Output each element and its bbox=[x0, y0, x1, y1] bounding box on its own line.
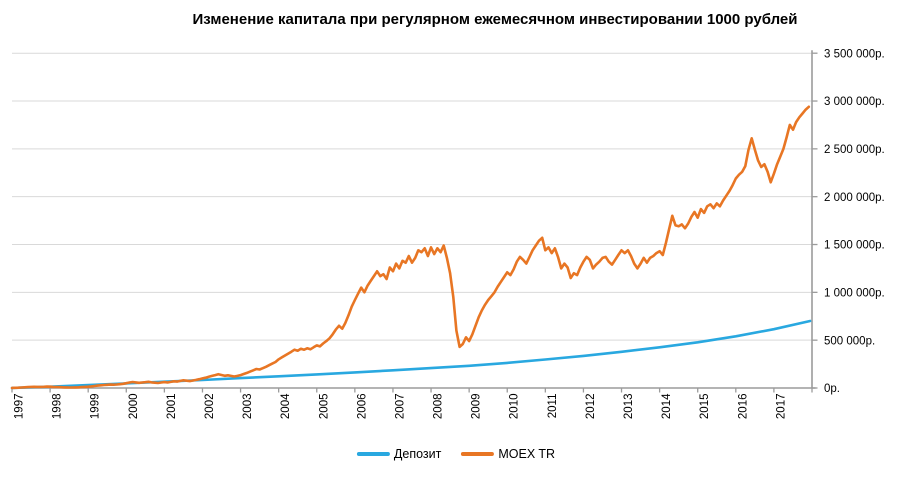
x-axis-label: 2005 bbox=[318, 394, 330, 420]
x-axis-label: 2010 bbox=[509, 394, 521, 420]
moex-tr-line[interactable] bbox=[10, 105, 811, 390]
x-axis-label: 2015 bbox=[699, 394, 711, 420]
x-axis-label: 2017 bbox=[775, 394, 787, 420]
x-axis-label: 2002 bbox=[204, 394, 216, 420]
x-axis-label: 2016 bbox=[737, 394, 749, 420]
moex-tr-line-swatch bbox=[461, 452, 495, 456]
y-axis-label: 3 000 000р. bbox=[824, 96, 885, 108]
legend-label-deposit: Депозит bbox=[393, 447, 442, 461]
x-axis-label: 2000 bbox=[128, 394, 140, 420]
chart-title: Изменение капитала при регулярном ежемес… bbox=[192, 11, 798, 28]
x-axis-label: 2001 bbox=[166, 394, 178, 420]
x-axis-label: 2003 bbox=[242, 394, 254, 420]
y-axis-label: 2 000 000р. bbox=[824, 192, 885, 204]
x-axis-label: 2004 bbox=[280, 393, 292, 419]
x-axis-label: 2012 bbox=[585, 394, 597, 420]
x-axis-label: 2007 bbox=[394, 394, 406, 420]
legend-label-moex: MOEX TR bbox=[498, 447, 556, 461]
x-axis-label: 1998 bbox=[52, 394, 64, 420]
x-axis-label: 1999 bbox=[90, 394, 102, 420]
x-axis-label: 2011 bbox=[547, 394, 559, 419]
x-axis-label: 2013 bbox=[623, 394, 635, 420]
y-axis-label: 1 000 000р. bbox=[824, 288, 885, 300]
deposit-line[interactable] bbox=[10, 319, 812, 390]
y-axis-label: 500 000р. bbox=[824, 335, 875, 347]
y-axis-label: 3 500 000р. bbox=[824, 48, 885, 60]
x-axis-label: 2006 bbox=[356, 394, 368, 420]
deposit-line-swatch bbox=[356, 452, 390, 456]
legend: Депозит MOEX TR bbox=[356, 447, 555, 461]
y-axis-label: 2 500 000р. bbox=[824, 144, 885, 156]
legend-item-deposit[interactable]: Депозит bbox=[356, 447, 442, 461]
x-axis-label: 2014 bbox=[661, 393, 673, 419]
x-axis-label: 2009 bbox=[471, 394, 483, 420]
x-axis-label: 2008 bbox=[433, 394, 445, 420]
x-axis-label: 1997 bbox=[14, 394, 26, 420]
legend-item-moex[interactable]: MOEX TR bbox=[461, 447, 555, 461]
y-axis-label: 1 500 000р. bbox=[824, 240, 885, 252]
y-axis-label: 0р. bbox=[824, 383, 840, 395]
